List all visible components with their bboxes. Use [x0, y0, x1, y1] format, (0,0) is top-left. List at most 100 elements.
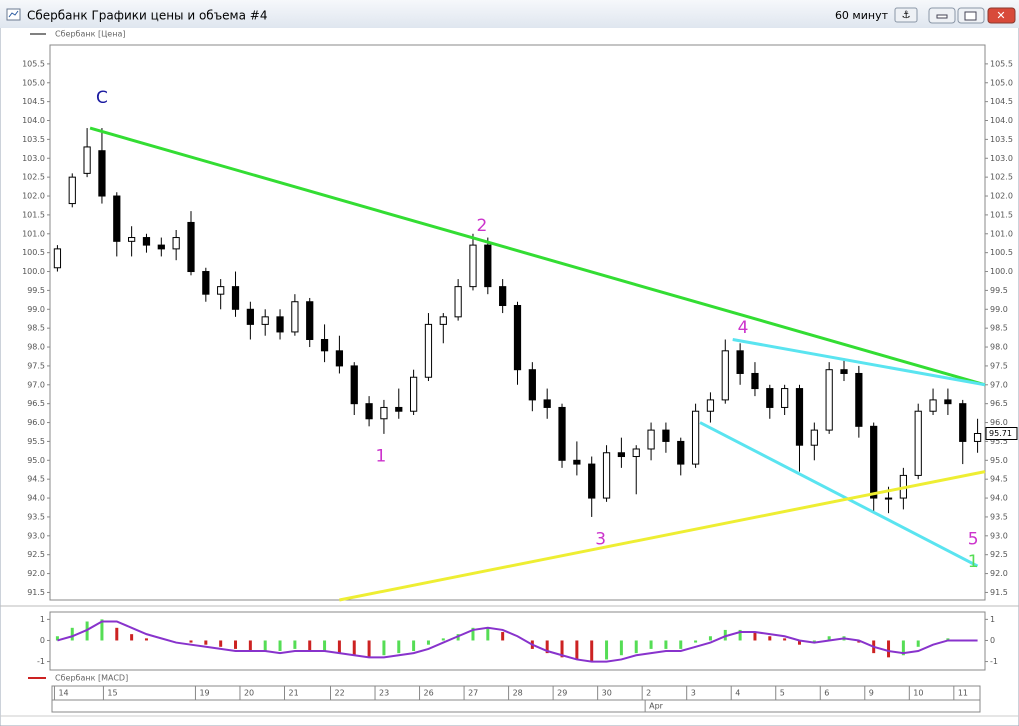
- candle-body: [691, 410, 700, 465]
- date-label: 2: [646, 689, 651, 698]
- timeframe[interactable]: 60 минут: [835, 9, 889, 22]
- candle-body: [380, 406, 388, 420]
- trendline: [699, 421, 979, 568]
- y-tick-label: -1: [37, 657, 45, 666]
- date-label: 30: [602, 689, 612, 698]
- candle-body: [113, 195, 121, 242]
- candle-body: [706, 399, 715, 412]
- candle-body: [602, 452, 611, 499]
- y-tick-label: 96.0: [990, 418, 1008, 427]
- candle-body: [469, 244, 477, 288]
- y-tick-label: 103.0: [990, 154, 1013, 163]
- y-tick-label: 95.5: [27, 437, 45, 446]
- y-tick-label: 103.5: [22, 135, 45, 144]
- candle-body: [766, 388, 774, 408]
- candle-body: [172, 237, 180, 250]
- y-tick-label: 101.0: [990, 229, 1013, 238]
- y-tick-label: 91.5: [27, 588, 45, 597]
- y-tick-label: 94.0: [27, 494, 45, 503]
- wave-label: 1: [376, 447, 387, 467]
- wave-label: 1: [968, 552, 979, 572]
- candle-body: [973, 433, 982, 442]
- y-tick-label: 105.5: [22, 59, 45, 68]
- title-bar: [0, 0, 1019, 28]
- month-label: Apr: [649, 702, 664, 711]
- candle-body: [424, 323, 433, 378]
- y-tick-label: 103.0: [22, 154, 45, 163]
- date-label: 19: [199, 689, 209, 698]
- date-label: 4: [735, 689, 740, 698]
- legend-macd: Сбербанк [MACD]: [55, 674, 128, 683]
- candle-body: [365, 403, 373, 420]
- candle-body: [528, 369, 536, 401]
- last-price-box: [985, 427, 1018, 440]
- y-tick-label: 95.5: [990, 437, 1008, 446]
- y-tick-label: 94.5: [990, 475, 1008, 484]
- y-tick-label: 92.5: [27, 550, 45, 559]
- y-tick-label: 97.5: [990, 361, 1008, 370]
- y-tick-label: 98.0: [990, 343, 1008, 352]
- wave-label: 2: [476, 216, 487, 236]
- month-strip: [51, 699, 981, 713]
- candle-body: [276, 316, 284, 333]
- candle-body: [617, 452, 626, 458]
- y-tick-label: 94.0: [990, 494, 1008, 503]
- date-label: 26: [424, 689, 434, 698]
- candle-body: [840, 369, 848, 374]
- date-label: 20: [244, 689, 254, 698]
- trendline: [339, 470, 986, 602]
- y-tick-label: 93.0: [27, 531, 45, 540]
- date-label: 11: [958, 689, 968, 698]
- y-tick-label: 0: [990, 636, 995, 645]
- y-tick-label: 99.5: [990, 286, 1008, 295]
- window-title: Сбербанк Графики цены и объема #4: [27, 9, 267, 23]
- y-tick-label: 97.5: [27, 361, 45, 370]
- candle-body: [781, 388, 789, 408]
- y-tick-label: 104.5: [990, 97, 1013, 106]
- y-tick-label: 100.5: [990, 248, 1013, 257]
- y-tick-label: 98.5: [990, 324, 1008, 333]
- y-tick-label: 102.0: [990, 192, 1013, 201]
- candle-body: [959, 403, 967, 442]
- candle-body: [499, 286, 507, 307]
- date-label: 27: [468, 689, 478, 698]
- close-button[interactable]: [987, 7, 1016, 24]
- pin-icon: ⚓: [902, 10, 911, 21]
- date-label: 14: [58, 689, 68, 698]
- candle-body: [68, 176, 76, 205]
- candle-body: [558, 406, 566, 461]
- candle-body: [914, 410, 922, 476]
- wave-label: 3: [595, 530, 606, 550]
- candle-body: [588, 463, 596, 499]
- y-tick-label: 97.0: [27, 380, 45, 389]
- date-label: 28: [513, 689, 523, 698]
- y-tick-label: 0: [40, 636, 45, 645]
- date-label: 15: [107, 689, 117, 698]
- last-price: 95.71: [989, 429, 1012, 438]
- candle-body: [53, 248, 62, 269]
- y-tick-label: 100.0: [22, 267, 45, 276]
- candle-body: [231, 286, 240, 310]
- y-tick-label: 91.5: [990, 588, 1008, 597]
- y-tick-label: 98.5: [27, 324, 45, 333]
- pin-button[interactable]: [894, 7, 918, 23]
- candle-body: [870, 425, 878, 499]
- y-tick-label: 105.5: [990, 59, 1013, 68]
- candle-body: [439, 316, 447, 325]
- minimize-icon: [936, 14, 948, 19]
- y-tick-label: 92.0: [27, 569, 45, 578]
- candle-body: [825, 369, 833, 431]
- wave-label: 5: [968, 530, 979, 550]
- candle-body: [810, 429, 818, 446]
- window-icon-graph: [8, 10, 19, 18]
- wave-label: C: [96, 88, 108, 108]
- wave-label: 4: [738, 318, 749, 338]
- y-tick-label: 105.0: [22, 78, 45, 87]
- candle-body: [721, 350, 729, 401]
- maximize-icon: [964, 11, 977, 21]
- y-tick-label: 92.0: [990, 569, 1008, 578]
- candle-body: [573, 459, 581, 465]
- candle-body: [335, 350, 344, 367]
- candle-body: [632, 448, 640, 458]
- candle-body: [795, 388, 804, 446]
